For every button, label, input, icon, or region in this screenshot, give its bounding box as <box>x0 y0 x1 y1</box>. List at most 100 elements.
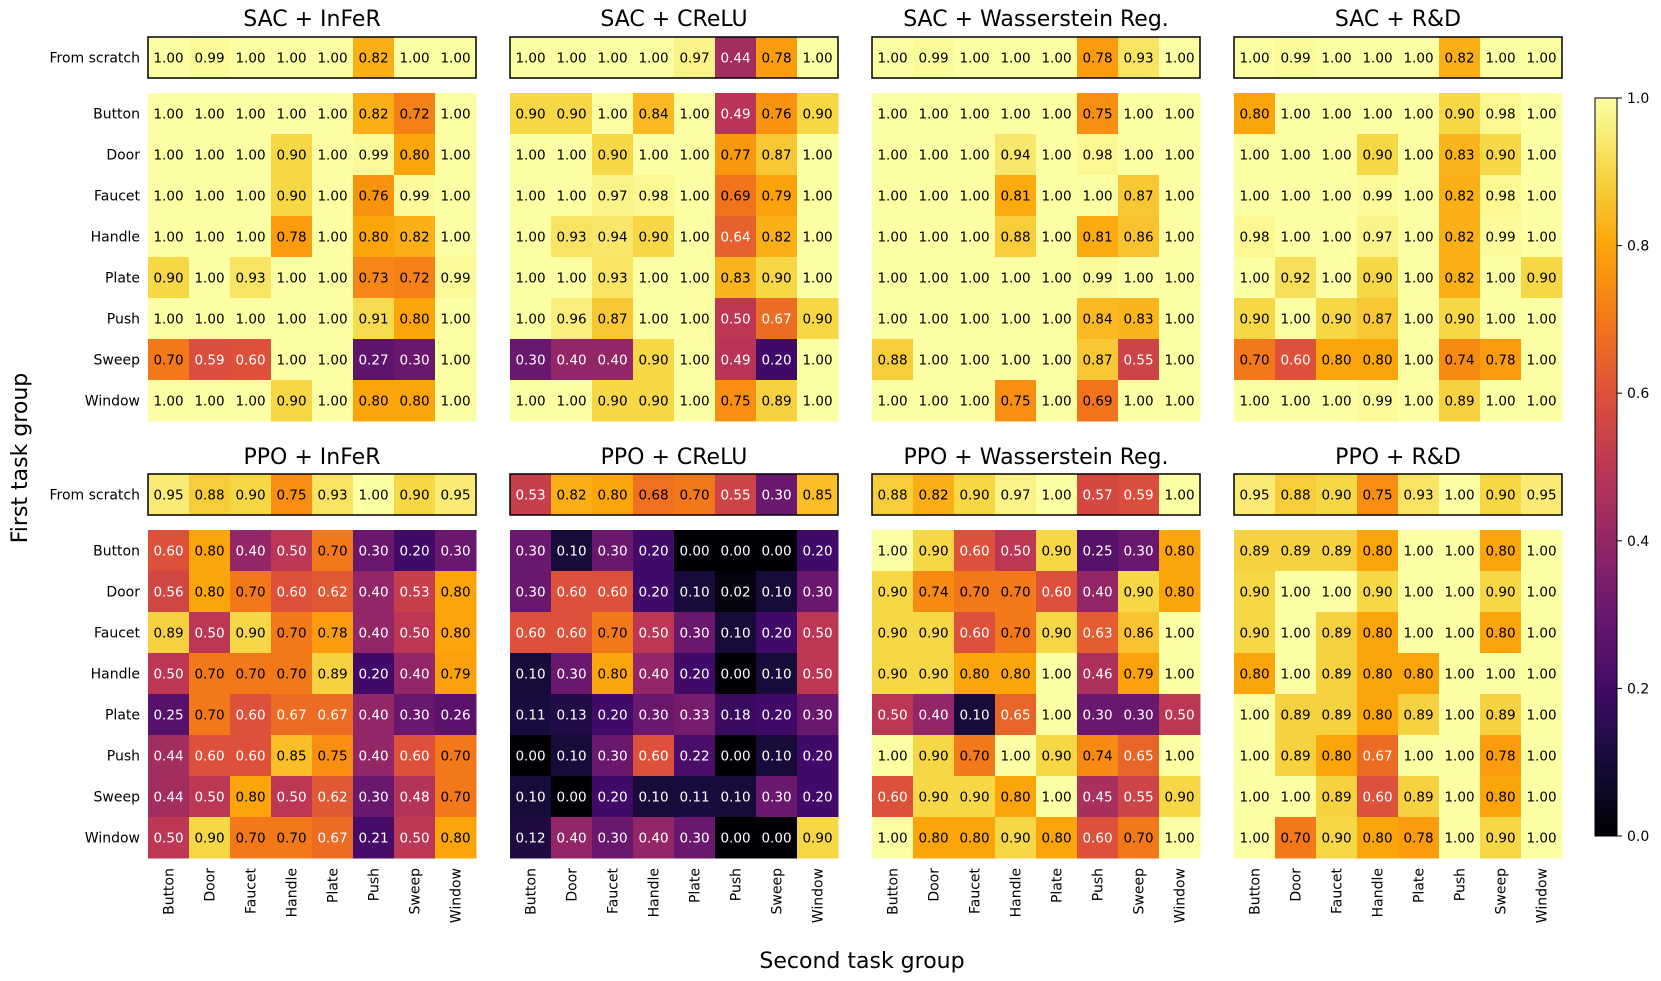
heatmap-cell <box>674 817 716 859</box>
cell-value-label: 0.48 <box>399 790 429 806</box>
cell-value-label: 0.50 <box>399 626 429 642</box>
heatmap-cell <box>1357 339 1399 381</box>
cell-value-label: 0.50 <box>802 667 832 683</box>
cell-value-label: 1.00 <box>515 230 545 246</box>
scratch-value-label: 1.00 <box>1041 51 1071 67</box>
heatmap-cell <box>592 298 634 340</box>
cell-value-label: 0.84 <box>1082 312 1112 328</box>
heatmap-cell <box>633 298 675 340</box>
cell-value-label: 0.90 <box>153 271 183 287</box>
heatmap-cell <box>1275 339 1317 381</box>
heatmap-cell <box>435 339 477 381</box>
heatmap-cell <box>1036 216 1078 258</box>
heatmap-cell <box>1077 776 1119 818</box>
cell-value-label: 0.82 <box>358 107 388 123</box>
scratch-value-label: 0.70 <box>679 488 709 504</box>
heatmap-cell <box>1398 776 1440 818</box>
scratch-value-label: 1.00 <box>1444 488 1474 504</box>
cell-value-label: 1.00 <box>556 271 586 287</box>
heatmap-cell <box>592 93 634 135</box>
heatmap-cell <box>1439 530 1481 572</box>
heatmap-cell <box>797 571 839 613</box>
y-tick-labels: From scratch Button Door Faucet Handle Plate P… <box>49 51 140 410</box>
cell-value-label: 0.40 <box>556 831 586 847</box>
cell-value-label: 0.90 <box>1485 585 1515 601</box>
heatmap-cell <box>1118 735 1160 777</box>
cell-value-label: 1.00 <box>1444 585 1474 601</box>
heatmap-cell <box>1077 257 1119 299</box>
cell-value-label: 0.76 <box>761 107 791 123</box>
scratch-cell <box>633 37 675 78</box>
heatmap-cell <box>1275 817 1317 859</box>
scratch-value-label: 0.85 <box>802 488 832 504</box>
heatmap-cell <box>271 776 313 818</box>
heatmap-cell <box>756 175 798 217</box>
cell-value-label: 0.30 <box>515 353 545 369</box>
cell-value-label: 0.70 <box>959 585 989 601</box>
cell-value-label: 0.10 <box>515 790 545 806</box>
scratch-cell <box>715 37 757 78</box>
scratch-cell <box>1077 37 1119 78</box>
heatmap-cell <box>1480 612 1522 654</box>
cell-value-label: 0.21 <box>358 831 388 847</box>
scratch-value-label: 0.99 <box>194 51 224 67</box>
cell-value-label: 0.98 <box>638 189 668 205</box>
cell-value-label: 0.30 <box>556 667 586 683</box>
heatmap-cell <box>1439 612 1481 654</box>
heatmap-cell <box>797 175 839 217</box>
heatmap-cell <box>1275 298 1317 340</box>
cell-value-label: 0.80 <box>1362 544 1392 560</box>
cell-value-label: 1.00 <box>959 271 989 287</box>
heatmap-cell <box>872 175 914 217</box>
cell-value-label: 1.00 <box>1280 189 1310 205</box>
heatmap-cell <box>1521 694 1563 736</box>
cell-value-label: 0.00 <box>720 544 750 560</box>
cell-value-label: 0.90 <box>515 107 545 123</box>
heatmap-cell <box>1275 653 1317 695</box>
heatmap-cell <box>353 653 395 695</box>
cell-value-label: 0.00 <box>556 790 586 806</box>
heatmap-cell <box>353 530 395 572</box>
heatmap-grid: 0.90 0.90 1.00 0.84 1.00 0.49 0.76 0.90 1.00 1.00… <box>510 93 839 422</box>
scratch-border <box>509 473 839 516</box>
cell-value-label: 0.20 <box>638 585 668 601</box>
cell-value-label: 0.90 <box>276 189 306 205</box>
heatmap-cell <box>189 653 231 695</box>
cell-value-label: 0.55 <box>1123 353 1153 369</box>
cell-value-label: 1.00 <box>1239 148 1269 164</box>
x-tick-label: Handle <box>1009 868 1025 917</box>
heatmap-cell <box>995 298 1037 340</box>
scratch-value-label: 0.97 <box>1000 488 1030 504</box>
cell-value-label: 1.00 <box>959 148 989 164</box>
panel-title: PPO + InFeR <box>244 445 381 470</box>
heatmap-cell <box>872 735 914 777</box>
scratch-value-label: 1.00 <box>317 51 347 67</box>
heatmap-cell <box>1275 380 1317 422</box>
heatmap-cell <box>1521 380 1563 422</box>
x-tick-label: Plate <box>688 868 704 903</box>
cell-value-label: 0.40 <box>358 585 388 601</box>
heatmap-cell <box>592 612 634 654</box>
cell-value-label: 0.80 <box>358 230 388 246</box>
heatmap-cell <box>954 817 996 859</box>
heatmap-cell <box>510 93 552 135</box>
cell-value-label: 1.00 <box>1041 667 1071 683</box>
heatmap-cell <box>551 380 593 422</box>
colorbar-gradient <box>1594 97 1618 837</box>
scratch-cell <box>872 474 914 515</box>
heatmap-cell <box>435 298 477 340</box>
cell-value-label: 1.00 <box>1485 394 1515 410</box>
scratch-row: 1.00 0.99 1.00 1.00 1.00 0.78 0.93 1.00 <box>871 36 1201 79</box>
scratch-value-label: 0.95 <box>153 488 183 504</box>
scratch-cell <box>189 37 231 78</box>
scratch-cell <box>872 37 914 78</box>
heatmap-cell <box>633 175 675 217</box>
cell-value-label: 0.90 <box>959 790 989 806</box>
cell-value-label: 0.78 <box>1403 831 1433 847</box>
cell-value-label: 0.80 <box>1164 585 1194 601</box>
heatmap-cell <box>756 93 798 135</box>
cell-value-label: 0.80 <box>1321 353 1351 369</box>
scratch-cell <box>1234 37 1276 78</box>
heatmap-cell <box>1234 776 1276 818</box>
heatmap-cell <box>913 298 955 340</box>
